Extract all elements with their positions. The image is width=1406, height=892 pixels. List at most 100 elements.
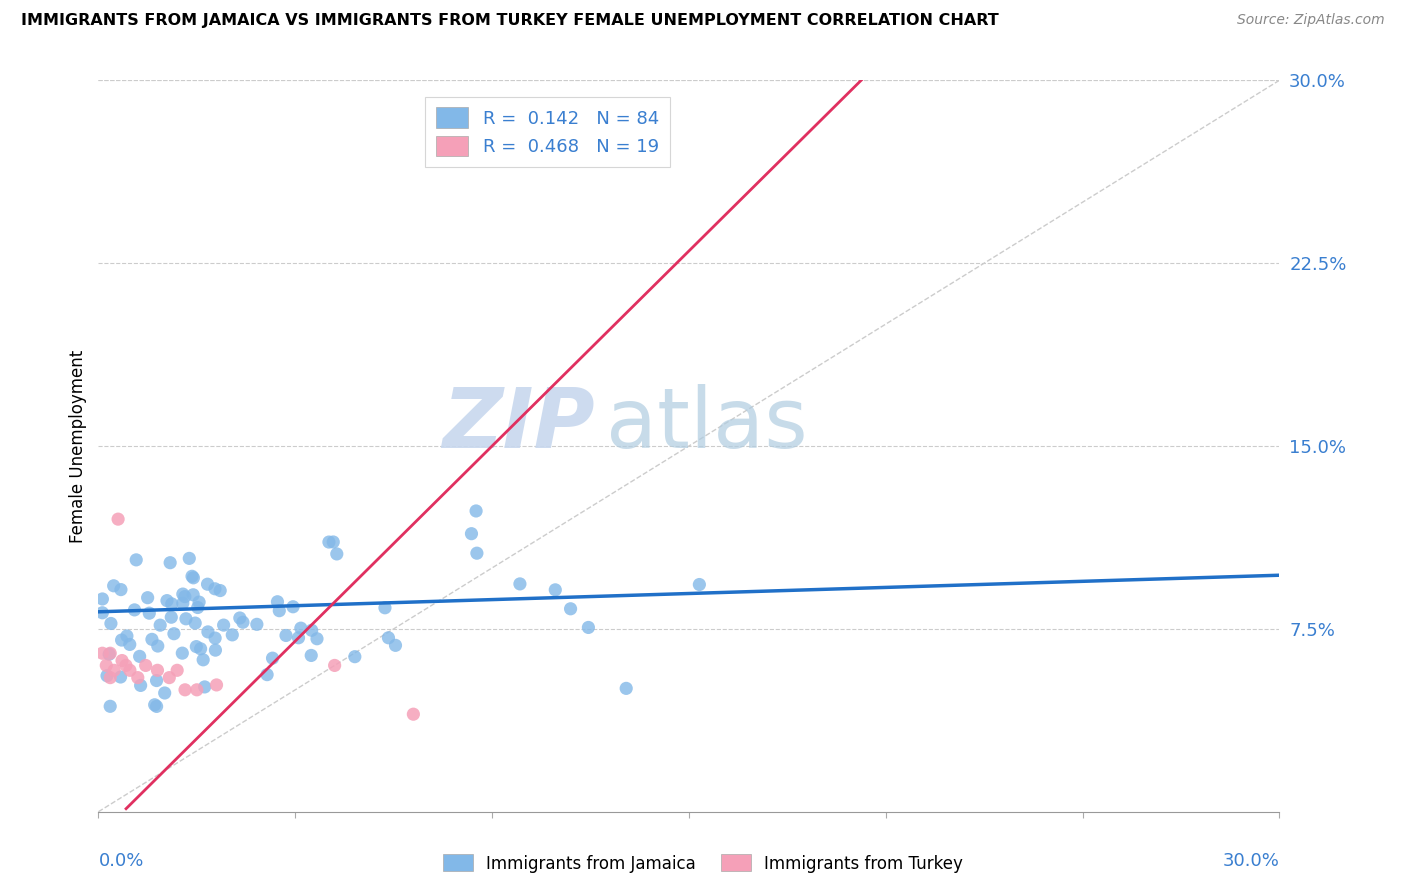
Point <box>91 606 114 620</box>
Point <box>204 582 226 596</box>
Point <box>322 535 344 549</box>
Point <box>274 628 297 642</box>
Point <box>157 671 180 685</box>
Point <box>465 504 488 518</box>
Text: ZIP: ZIP <box>441 384 595 465</box>
Point <box>197 624 219 639</box>
Point <box>193 653 215 667</box>
Point <box>149 618 172 632</box>
Point <box>160 597 183 611</box>
Point <box>184 616 207 631</box>
Point <box>194 680 217 694</box>
Point <box>115 629 138 643</box>
Point <box>256 667 278 681</box>
Point <box>172 646 194 660</box>
Point <box>232 615 254 630</box>
Point <box>91 591 114 606</box>
Point <box>118 637 141 651</box>
Point <box>172 587 194 601</box>
Point <box>262 651 284 665</box>
Text: IMMIGRANTS FROM JAMAICA VS IMMIGRANTS FROM TURKEY FEMALE UNEMPLOYMENT CORRELATIO: IMMIGRANTS FROM JAMAICA VS IMMIGRANTS FR… <box>21 13 998 29</box>
Point <box>138 606 160 620</box>
Point <box>688 577 710 591</box>
Point <box>299 648 322 663</box>
Point <box>174 682 197 697</box>
Point <box>205 678 228 692</box>
Point <box>181 588 204 602</box>
Point <box>290 621 312 635</box>
Point <box>141 632 163 647</box>
Point <box>209 583 232 598</box>
Point <box>269 604 291 618</box>
Point <box>212 618 235 632</box>
Point <box>98 671 121 685</box>
Point <box>377 631 399 645</box>
Point <box>384 638 406 652</box>
Point <box>323 658 346 673</box>
Point <box>576 620 599 634</box>
Point <box>560 601 582 615</box>
Point <box>318 535 340 549</box>
Point <box>128 649 150 664</box>
Point <box>301 624 323 638</box>
Point <box>118 663 141 677</box>
Point <box>402 707 425 722</box>
Point <box>172 596 194 610</box>
Point <box>326 547 349 561</box>
Point <box>107 512 129 526</box>
Point <box>110 670 132 684</box>
Text: 30.0%: 30.0% <box>1223 852 1279 870</box>
Point <box>98 699 121 714</box>
Point <box>103 579 125 593</box>
Point <box>460 526 482 541</box>
Point <box>204 643 226 657</box>
Point <box>129 678 152 692</box>
Point <box>145 699 167 714</box>
Point <box>91 646 114 660</box>
Point <box>186 640 208 654</box>
Point <box>145 673 167 688</box>
Point <box>166 663 188 677</box>
Text: atlas: atlas <box>606 384 808 465</box>
Point <box>110 633 132 648</box>
Point <box>287 631 309 645</box>
Point <box>156 593 179 607</box>
Point <box>190 641 212 656</box>
Point <box>103 663 125 677</box>
Point <box>100 616 122 631</box>
Point <box>544 582 567 597</box>
Point <box>98 646 121 660</box>
Point <box>98 647 121 661</box>
Legend: R =  0.142   N = 84, R =  0.468   N = 19: R = 0.142 N = 84, R = 0.468 N = 19 <box>425 96 669 167</box>
Point <box>143 698 166 712</box>
Point <box>183 571 205 585</box>
Point <box>96 658 118 673</box>
Point <box>146 663 169 677</box>
Point <box>266 595 288 609</box>
Point <box>96 669 118 683</box>
Point <box>465 546 488 560</box>
Point <box>181 569 204 583</box>
Point <box>343 649 366 664</box>
Point <box>153 686 176 700</box>
Point <box>110 582 132 597</box>
Point <box>614 681 637 696</box>
Point <box>174 612 197 626</box>
Point <box>188 595 211 609</box>
Point <box>197 577 219 591</box>
Point <box>305 632 328 646</box>
Legend: Immigrants from Jamaica, Immigrants from Turkey: Immigrants from Jamaica, Immigrants from… <box>436 847 970 880</box>
Point <box>246 617 269 632</box>
Point <box>159 556 181 570</box>
Point <box>173 590 195 604</box>
Point <box>111 654 134 668</box>
Point <box>509 577 531 591</box>
Point <box>135 658 157 673</box>
Point <box>186 682 208 697</box>
Point <box>281 599 304 614</box>
Point <box>160 610 183 624</box>
Point <box>187 600 209 615</box>
Point <box>179 551 201 566</box>
Y-axis label: Female Unemployment: Female Unemployment <box>69 350 87 542</box>
Point <box>374 600 396 615</box>
